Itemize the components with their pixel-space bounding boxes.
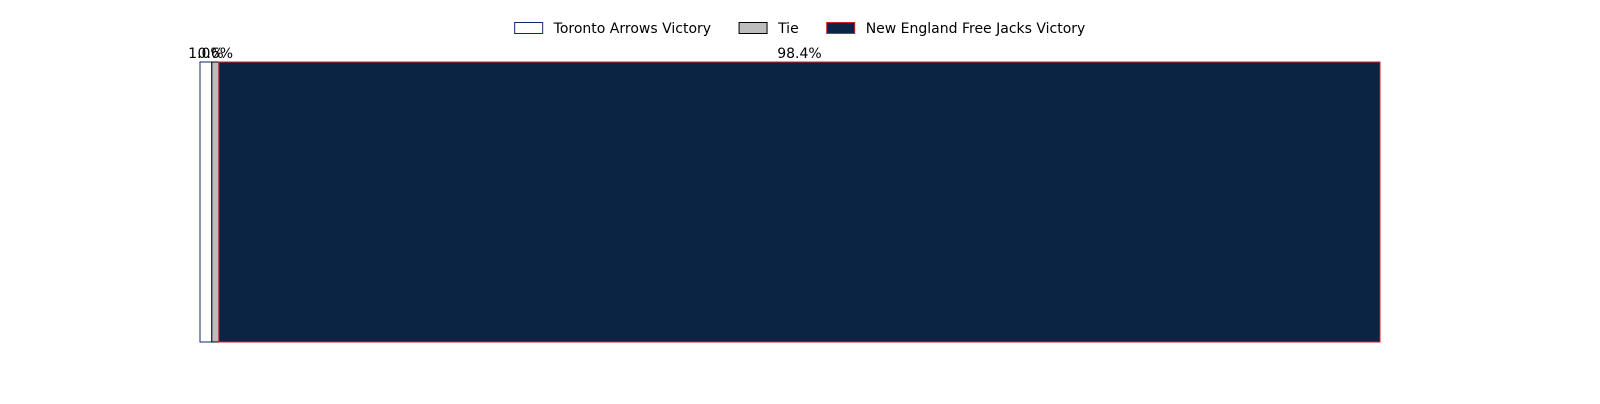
bar-segment-0 bbox=[199, 61, 213, 343]
data-labels: 1.0%0.6% 98.4% bbox=[188, 46, 822, 62]
data-label-2: 98.4% bbox=[777, 46, 821, 62]
bar-segment-1 bbox=[211, 61, 220, 343]
data-label-0: 1.0% bbox=[188, 46, 224, 62]
data-label-1: 0.6% bbox=[198, 46, 234, 62]
legend-label-2: New England Free Jacks Victory bbox=[866, 21, 1086, 37]
stacked-bar bbox=[199, 61, 1381, 343]
legend-swatch-0 bbox=[514, 22, 544, 34]
legend-swatch-1 bbox=[738, 22, 768, 34]
legend: Toronto Arrows Victory Tie New England Fre… bbox=[514, 21, 1086, 37]
bar-segment-2 bbox=[218, 61, 1381, 343]
legend-label-1: Tie bbox=[777, 21, 799, 37]
legend-swatch-2 bbox=[826, 22, 856, 34]
legend-label-0: Toronto Arrows Victory bbox=[553, 21, 711, 37]
